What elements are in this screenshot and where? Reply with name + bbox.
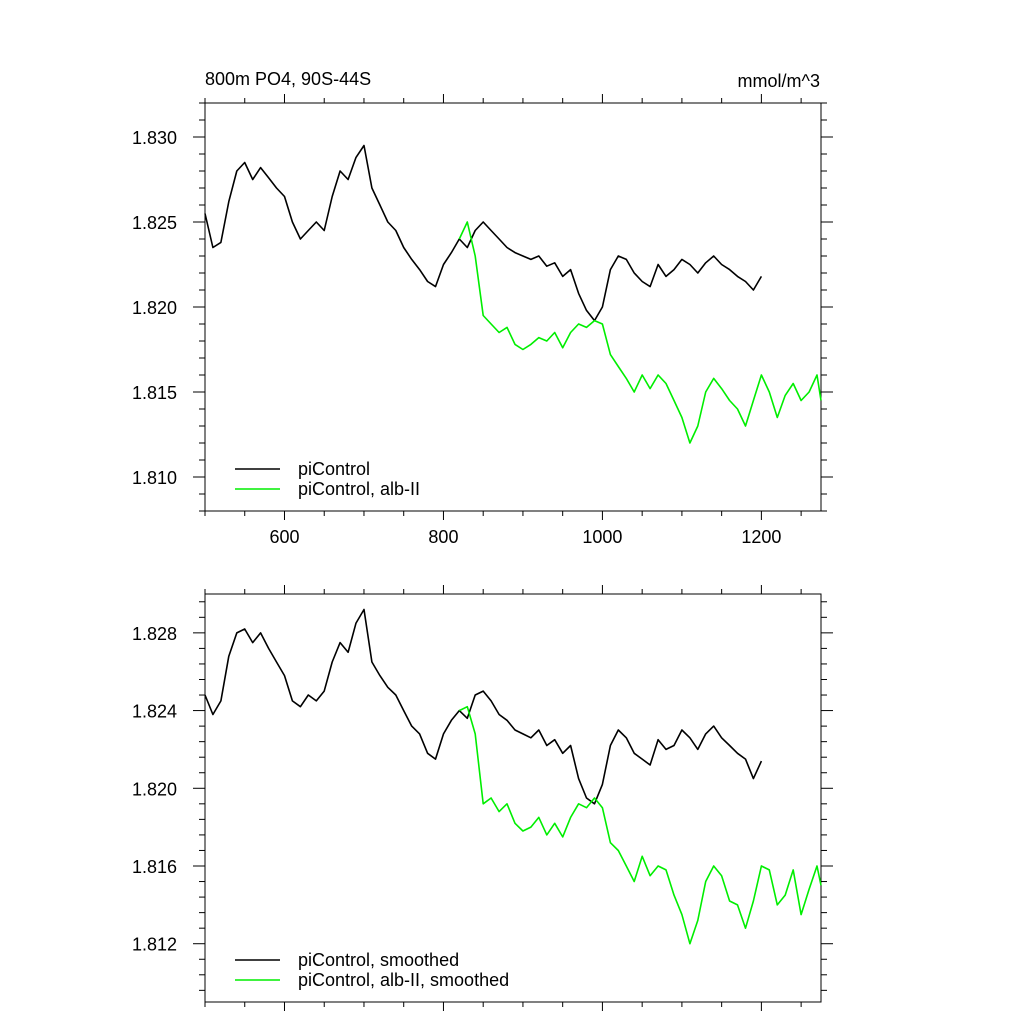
legend-label: piControl, alb-II xyxy=(298,479,420,499)
top-panel: 800m PO4, 90S-44S mmol/m^3 600 800 1000 120… xyxy=(132,69,833,547)
legend-label: piControl, smoothed xyxy=(298,950,459,970)
x-tick-label: 800 xyxy=(428,527,458,547)
legend-label: piControl, alb-II, smoothed xyxy=(298,970,509,990)
plot-frame xyxy=(204,102,822,512)
series-line xyxy=(458,221,822,444)
units-label: mmol/m^3 xyxy=(738,71,820,91)
legend-label: piControl xyxy=(298,459,370,479)
x-tick-label: 1000 xyxy=(582,527,622,547)
y-tick-label: 1.820 xyxy=(132,298,177,318)
series-line xyxy=(204,608,763,805)
chart-title: 800m PO4, 90S-44S xyxy=(205,69,371,89)
y-tick-label: 1.825 xyxy=(132,213,177,233)
y-tick-label: 1.828 xyxy=(132,624,177,644)
bottom-panel: 1.812 1.816 1.820 1.824 1.828 piControl, smoo… xyxy=(132,585,833,1011)
y-tick-label: 1.815 xyxy=(132,383,177,403)
y-tick-label: 1.824 xyxy=(132,702,177,722)
y-tick-label: 1.812 xyxy=(132,935,177,955)
series-line xyxy=(204,144,763,322)
y-tick-label: 1.830 xyxy=(132,128,177,148)
y-tick-label: 1.820 xyxy=(132,779,177,799)
series-line xyxy=(458,705,822,945)
y-tick-label: 1.810 xyxy=(132,468,177,488)
y-tick-label: 1.816 xyxy=(132,857,177,877)
top-plot-area: 600 800 1000 1200 1.810 1.815 1.820 1.825 1.830 p… xyxy=(132,94,833,547)
x-tick-label: 1200 xyxy=(741,527,781,547)
bottom-plot-area: 1.812 1.816 1.820 1.824 1.828 piControl, smoo… xyxy=(132,585,833,1011)
plot-frame xyxy=(204,593,822,1003)
x-tick-label: 600 xyxy=(269,527,299,547)
